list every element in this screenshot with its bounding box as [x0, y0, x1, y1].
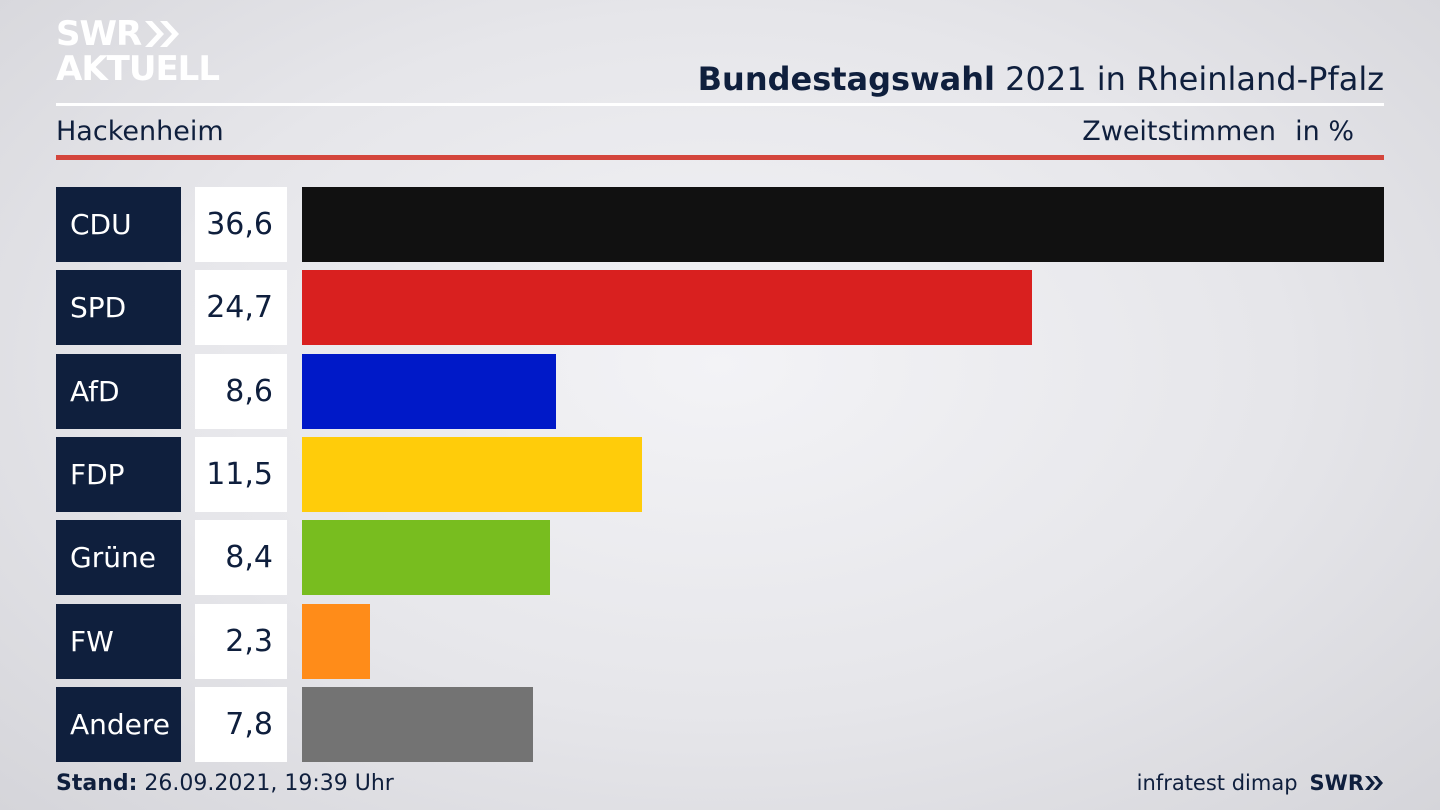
party-label: CDU	[56, 187, 181, 262]
party-label: Grüne	[56, 520, 181, 595]
footer-brand: SWR	[1310, 771, 1384, 795]
bar	[302, 270, 1032, 345]
timestamp: Stand: 26.09.2021, 19:39 Uhr	[56, 771, 394, 796]
bar-row: AfD 8,6	[56, 354, 1384, 429]
value-label: 2,3	[195, 604, 287, 679]
swr-aktuell-logo: SWR AKTUELL	[56, 14, 220, 89]
title-rest: 2021 in Rheinland-Pfalz	[995, 60, 1384, 98]
bar	[302, 187, 1384, 262]
logo-swr-text: SWR	[56, 14, 142, 54]
bar-row: FW 2,3	[56, 604, 1384, 679]
bar-row: SPD 24,7	[56, 270, 1384, 345]
value-label: 11,5	[195, 437, 287, 512]
unit-label: in %	[1295, 116, 1354, 147]
header-divider	[56, 103, 1384, 106]
party-label: FDP	[56, 437, 181, 512]
value-label: 7,8	[195, 687, 287, 762]
party-label: Andere	[56, 687, 181, 762]
bar-row: Grüne 8,4	[56, 520, 1384, 595]
logo-aktuell-text: AKTUELL	[56, 49, 220, 89]
bar	[302, 354, 556, 429]
source-credit: infratest dimap SWR	[1137, 771, 1384, 795]
source-label: infratest dimap	[1136, 771, 1298, 795]
party-label: FW	[56, 604, 181, 679]
bar-row: FDP 11,5	[56, 437, 1384, 512]
bar-row: CDU 36,6	[56, 187, 1384, 262]
bar-row: Andere 7,8	[56, 687, 1384, 762]
bar	[302, 437, 642, 512]
bar	[302, 687, 533, 762]
accent-divider	[56, 155, 1384, 160]
place-name: Hackenheim	[56, 116, 224, 147]
metric-label: Zweitstimmen	[1082, 116, 1276, 147]
value-label: 8,6	[195, 354, 287, 429]
value-label: 8,4	[195, 520, 287, 595]
party-label: SPD	[56, 270, 181, 345]
value-label: 36,6	[195, 187, 287, 262]
title-bold: Bundestagswahl	[697, 60, 995, 98]
chart-title: Bundestagswahl 2021 in Rheinland-Pfalz	[698, 60, 1384, 98]
value-label: 24,7	[195, 270, 287, 345]
double-chevron-icon	[1365, 776, 1383, 790]
stand-value: 26.09.2021, 19:39 Uhr	[137, 771, 394, 796]
double-chevron-icon	[145, 21, 180, 47]
bar	[302, 604, 370, 679]
party-label: AfD	[56, 354, 181, 429]
bar	[302, 520, 550, 595]
stand-label: Stand:	[56, 771, 138, 796]
footer-brand-text: SWR	[1309, 771, 1364, 795]
